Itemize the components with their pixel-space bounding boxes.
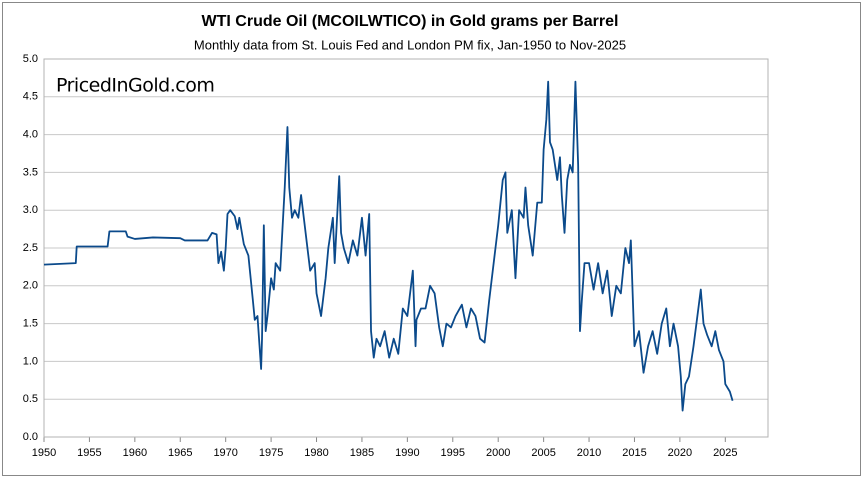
x-tick-label: 2010 [577,447,601,459]
y-tick-label: 4.5 [23,91,38,103]
x-tick-label: 1950 [32,447,56,459]
x-tick-label: 2000 [486,447,510,459]
y-tick-label: 3.5 [23,166,38,178]
x-tick-label: 1980 [304,447,328,459]
data-line [43,80,734,412]
y-tick-label: 2.0 [23,280,38,292]
y-tick-label: 3.0 [23,204,38,216]
x-tick-label: 2020 [668,447,692,459]
y-tick-label: 1.5 [23,318,38,330]
x-tick-label: 1985 [350,447,374,459]
watermark: PricedInGold.com [56,75,214,97]
x-tick-label: 2015 [622,447,646,459]
x-tick-label: 1995 [441,447,465,459]
y-tick-label: 5.0 [23,53,38,65]
x-tick-label: 1990 [395,447,419,459]
x-tick-label: 1970 [213,447,237,459]
x-tick-label: 2025 [713,447,737,459]
x-tick-label: 1955 [77,447,101,459]
frame [2,2,861,476]
y-tick-label: 0.0 [23,431,38,443]
x-tick-label: 1975 [259,447,283,459]
y-tick-label: 1.0 [23,355,38,367]
chart-subtitle: Monthly data from St. Louis Fed and Lond… [194,37,626,52]
y-tick-label: 2.5 [23,242,38,254]
x-tick-label: 2005 [531,447,555,459]
x-tick-label: 1965 [168,447,192,459]
y-tick-label: 0.5 [23,393,38,405]
chart-title: WTI Crude Oil (MCOILWTICO) in Gold grams… [202,13,619,30]
y-tick-label: 4.0 [23,129,38,141]
x-tick-label: 1960 [123,447,147,459]
plot-area [43,58,769,438]
